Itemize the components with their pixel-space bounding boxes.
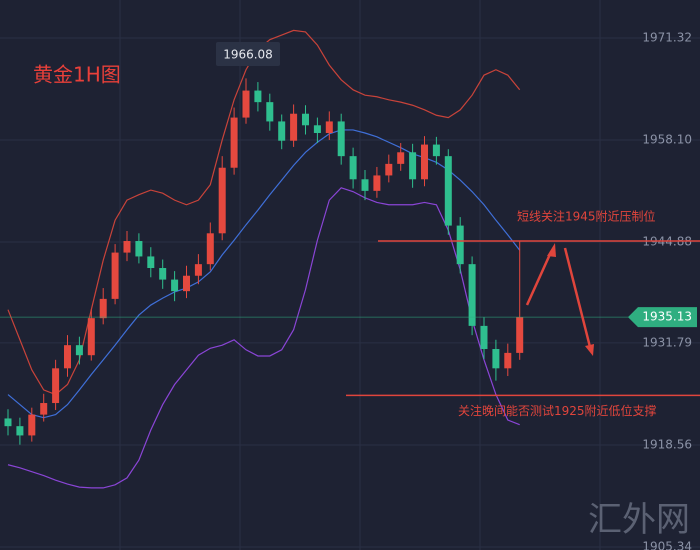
- candle-body: [75, 345, 83, 356]
- candle-body: [266, 102, 274, 122]
- candle-body: [290, 113, 298, 141]
- candle-body: [87, 318, 95, 356]
- candle-body: [302, 113, 309, 126]
- candle-body: [385, 163, 393, 176]
- high-label: 1966.08: [223, 48, 273, 62]
- last-price-tag: [628, 307, 697, 328]
- candle-body: [444, 156, 452, 226]
- annotation: 关注晚间能否测试1925附近低位支撑: [458, 403, 657, 418]
- band-line: [7, 129, 521, 419]
- candle-body: [135, 241, 143, 257]
- candle-body: [194, 264, 202, 276]
- candle-body: [159, 268, 167, 280]
- watermark: 汇外网: [588, 500, 690, 540]
- vertical-grid: [119, 0, 601, 550]
- candle-body: [52, 368, 60, 404]
- candle-body: [373, 175, 381, 191]
- candle-body: [206, 233, 214, 265]
- candle-body: [111, 252, 119, 299]
- candle-body: [16, 426, 24, 436]
- candle-body: [337, 121, 345, 157]
- candle-body: [456, 225, 464, 265]
- candle-body: [171, 279, 179, 292]
- candle-body: [492, 349, 500, 369]
- annotation: 短线关注1945附近压制位: [517, 209, 656, 224]
- candle-body: [349, 156, 357, 180]
- candle-body: [516, 317, 524, 353]
- plot: 1971.321958.101944.881931.791918.561905.…: [0, 29, 700, 550]
- chart-title: 黄金1H图: [33, 63, 121, 87]
- candle-body: [313, 125, 321, 134]
- band-line: [7, 187, 520, 489]
- high-label-box: [216, 42, 280, 66]
- y-tick-label: 1918.56: [642, 437, 692, 451]
- candle-body: [504, 352, 512, 369]
- candle-body: [28, 414, 36, 436]
- arrows: [525, 243, 594, 356]
- candle-body: [409, 152, 417, 180]
- candle-body: [432, 144, 440, 157]
- candle-body: [254, 90, 262, 103]
- y-tick-label: 1931.79: [642, 335, 692, 349]
- candle-body: [278, 121, 286, 141]
- candle-body: [40, 403, 48, 415]
- candle-body: [242, 90, 250, 118]
- candle-body: [230, 117, 238, 168]
- candle-body: [218, 167, 226, 234]
- y-tick-label: 1905.34: [642, 539, 692, 550]
- candle-body: [361, 179, 369, 191]
- last-price-label: 1935.13: [642, 310, 692, 324]
- candle-body: [325, 121, 333, 134]
- candle-body: [147, 256, 155, 269]
- candle-body: [4, 418, 12, 427]
- candle-body: [99, 298, 107, 319]
- y-tick-label: 1971.32: [642, 30, 692, 44]
- candle-body: [123, 241, 131, 253]
- candle-body: [468, 264, 476, 326]
- candle-body: [397, 152, 405, 164]
- candle-body: [64, 345, 71, 369]
- candle-body: [421, 144, 428, 180]
- candle-body: [183, 275, 190, 292]
- candle-body: [480, 325, 488, 350]
- y-tick-label: 1958.10: [642, 132, 692, 146]
